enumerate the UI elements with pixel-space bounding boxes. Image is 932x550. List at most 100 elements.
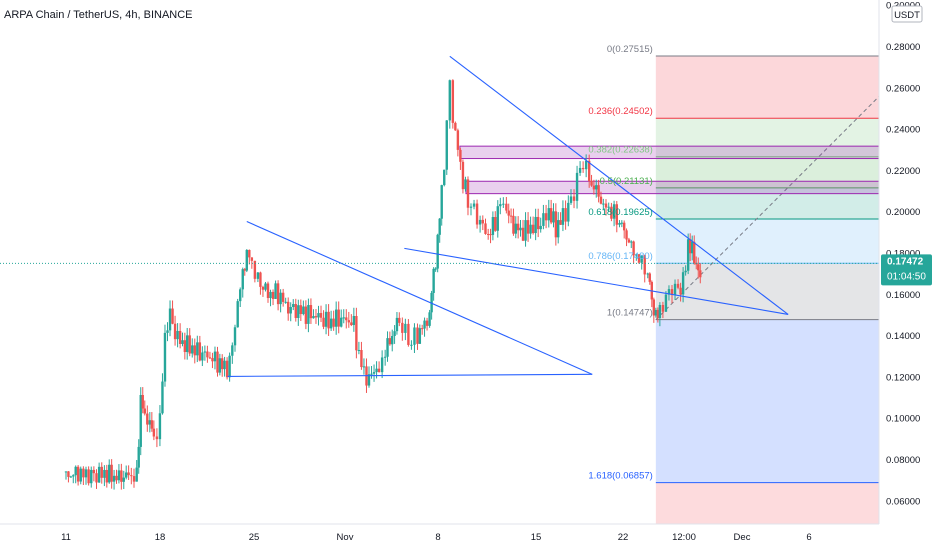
time-tick-label: Nov [337, 532, 354, 543]
candle-body [161, 381, 164, 414]
candle-body [342, 317, 345, 319]
candle-body [552, 211, 555, 223]
candle-body [464, 179, 467, 190]
candle-body [347, 320, 350, 323]
candle-body [691, 241, 694, 254]
candle-body [627, 239, 631, 243]
candle-body [679, 287, 682, 295]
candle-body [646, 273, 649, 275]
candle-body [625, 230, 628, 240]
candle-body [203, 351, 207, 353]
price-tick-label: 0.26000 [886, 83, 920, 94]
candle-body [519, 227, 522, 231]
current-price-value: 0.17472 [887, 256, 924, 267]
candle-body [155, 436, 159, 440]
candle-body [297, 305, 300, 318]
candle-body [69, 476, 73, 478]
candle-body [590, 180, 593, 186]
currency-badge[interactable]: USDT [891, 5, 923, 23]
candle-body [281, 292, 285, 302]
candle-body [148, 420, 152, 425]
candle-body [425, 320, 429, 326]
candle-body [430, 292, 433, 313]
candle-body [188, 335, 191, 354]
candle-body [554, 211, 558, 238]
candle-body [491, 217, 495, 235]
candle-body [186, 335, 189, 353]
candle-body [640, 255, 643, 263]
fib-zone [655, 319, 920, 483]
time-axis[interactable]: 11 18 25 Nov 8 15 22 12:00 Dec 6 [61, 532, 812, 543]
highlight-rectangles[interactable] [459, 145, 932, 195]
candle-body [643, 255, 646, 275]
candle-body [445, 120, 448, 170]
time-tick-label: 18 [155, 532, 166, 543]
candle-body [115, 475, 118, 481]
candle-body [544, 213, 548, 221]
candle-body [117, 470, 121, 481]
candle-body [312, 316, 315, 319]
candle-body [213, 351, 217, 362]
candle-body [443, 169, 446, 186]
candle-body [622, 222, 626, 231]
fib-zone [655, 218, 920, 264]
candle-body [604, 203, 608, 208]
candle-body [564, 208, 567, 222]
candle-body [122, 477, 125, 482]
candle-body [264, 283, 267, 290]
fib-zone [655, 187, 920, 219]
price-tick-label: 0.16000 [886, 290, 920, 301]
candle-body [630, 241, 633, 243]
candle-body [635, 254, 638, 256]
candle-body [599, 196, 603, 204]
time-tick-label: 25 [249, 532, 260, 543]
candle-body [357, 350, 361, 352]
candle-body [484, 223, 487, 234]
candle-body [440, 185, 443, 219]
candle-body [97, 466, 101, 483]
current-price-tag: 0.17472 01:04:50 [881, 254, 932, 286]
fib-level-label: 1.618(0.06857) [588, 471, 652, 482]
candle-body [475, 203, 479, 225]
candle-body [654, 309, 658, 316]
candle-body [391, 335, 394, 345]
candle-body [208, 357, 212, 359]
candle-body [438, 218, 441, 235]
candle-body [221, 358, 224, 370]
candle-body [418, 328, 422, 344]
candle-body [557, 220, 560, 238]
candle-body [309, 305, 313, 319]
candle-body [451, 80, 455, 123]
candle-body [547, 208, 550, 221]
candle-body [688, 239, 692, 254]
candle-body [610, 206, 613, 219]
candle-body [201, 352, 204, 361]
trendline [227, 373, 593, 377]
candle-body [448, 80, 451, 121]
candle-body [459, 149, 462, 162]
candle-body [607, 206, 610, 208]
candle-body [314, 316, 318, 318]
time-tick-label: 8 [435, 532, 440, 543]
candle-body [105, 469, 109, 483]
candle-body [413, 327, 416, 345]
current-price-countdown: 01:04:50 [887, 271, 926, 282]
candle-body [294, 304, 297, 318]
trendlines[interactable] [227, 55, 789, 377]
fib-level-label: 1(0.14747) [607, 308, 653, 319]
candle-body [434, 268, 437, 270]
candle-body [398, 317, 401, 323]
candle-body [135, 467, 138, 482]
candle-body [340, 317, 343, 327]
fib-level-label: 0.382(0.22638) [588, 145, 652, 156]
candle-body [658, 304, 662, 319]
candle-body [143, 408, 146, 414]
candle-body [648, 273, 651, 282]
candle-body [516, 223, 520, 231]
price-tick-label: 0.20000 [886, 207, 920, 218]
candle-body [176, 330, 179, 340]
highlight-rectangle [459, 145, 932, 160]
candle-body [317, 313, 320, 318]
fib-retracement[interactable] [655, 55, 920, 524]
